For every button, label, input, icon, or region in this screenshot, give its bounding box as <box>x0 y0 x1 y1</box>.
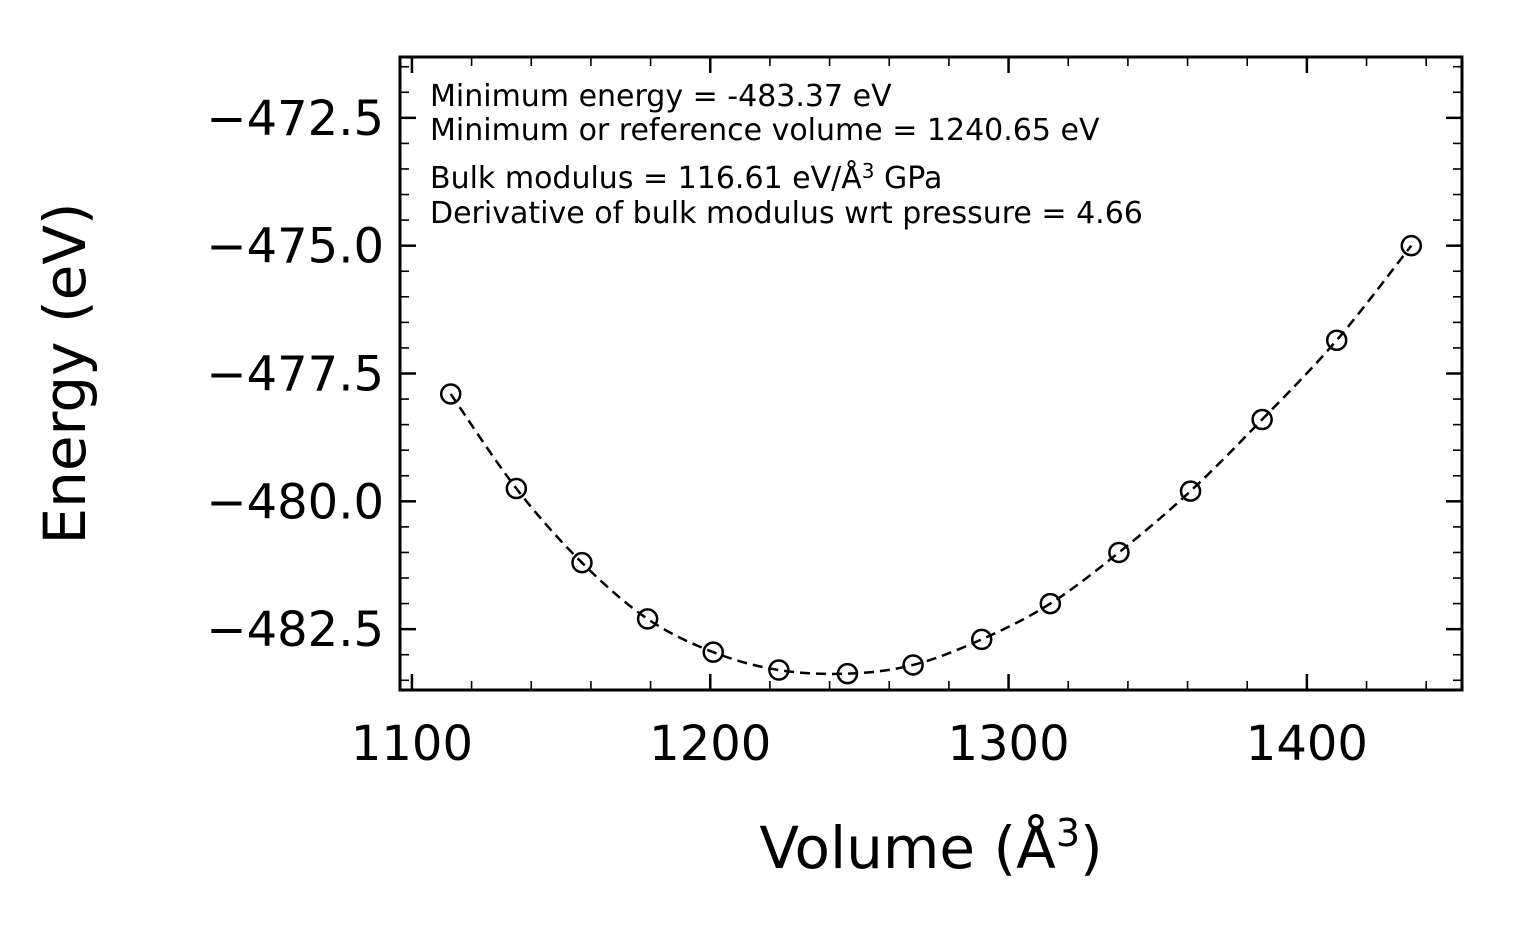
data-point-marker <box>1108 541 1130 564</box>
data-point-marker <box>1400 234 1423 257</box>
axes-frame <box>398 55 1464 692</box>
data-point-marker <box>505 477 528 500</box>
data-point-marker <box>636 608 659 630</box>
y-tick-label: −472.5 <box>206 91 384 147</box>
y-tick-label: −482.5 <box>206 602 384 658</box>
data-point-marker <box>970 628 993 651</box>
x-tick-label: 1300 <box>947 716 1069 772</box>
y-tick-label: −475.0 <box>206 219 384 275</box>
annotation-line: Bulk modulus = 116.61 eV/Å3 GPa <box>430 159 942 196</box>
data-point-marker <box>768 659 790 681</box>
x-tick-label: 1400 <box>1246 716 1368 772</box>
eos-fit-curve <box>449 244 1413 676</box>
data-point-marker <box>1251 408 1273 431</box>
data-point-marker <box>439 383 462 405</box>
y-axis-label: Energy (eV) <box>31 202 99 544</box>
annotation-line: Minimum or reference volume = 1240.65 eV <box>430 113 1100 148</box>
y-tick-label: −480.0 <box>206 474 384 530</box>
x-tick-label: 1100 <box>351 716 473 772</box>
x-tick-label: 1200 <box>649 716 771 772</box>
data-point-marker <box>702 641 724 663</box>
annotation-line: Derivative of bulk modulus wrt pressure … <box>430 196 1143 231</box>
y-tick-label: −477.5 <box>206 347 384 403</box>
data-point-marker <box>902 654 924 676</box>
data-point-marker <box>1325 329 1348 352</box>
data-point-marker <box>836 662 859 685</box>
x-axis-label: Volume (Å3) <box>759 811 1102 882</box>
data-point-marker <box>571 551 593 574</box>
data-point-marker <box>1039 592 1062 615</box>
data-point-marker <box>1179 480 1202 502</box>
annotation-line: Minimum energy = -483.37 eV <box>430 79 892 114</box>
